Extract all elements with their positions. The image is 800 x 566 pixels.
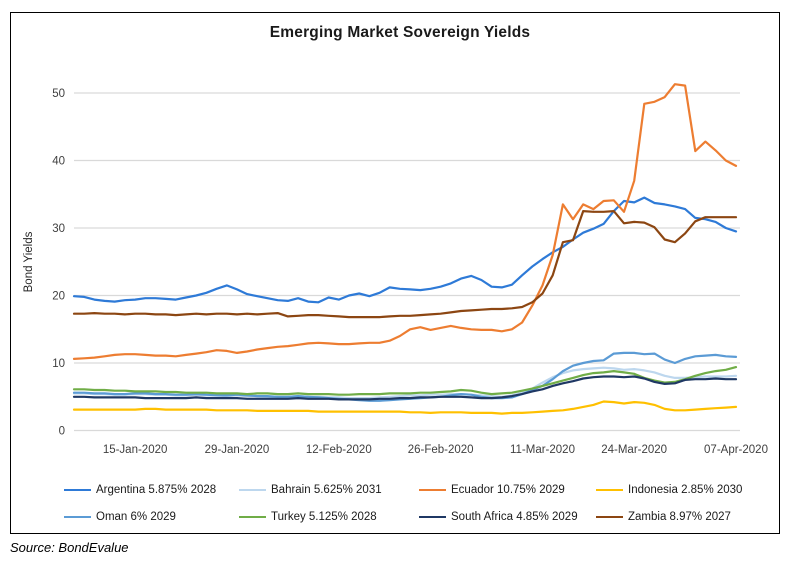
legend-swatch [419,516,446,518]
series-line-argentina [72,196,738,304]
legend-label: Turkey 5.125% 2028 [271,511,377,523]
x-tick-label: 29-Jan-2020 [205,444,270,456]
y-axis-title: Bond Yields [23,231,35,292]
x-tick-label: 12-Feb-2020 [306,444,372,456]
series-line-indonesia [72,400,738,415]
y-tick-label: 50 [52,88,65,100]
legend-swatch [596,489,623,491]
legend-item-zambia: Zambia 8.97% 2027 [596,510,731,524]
legend-item-oman: Oman 6% 2029 [64,510,176,524]
y-tick-label: 40 [52,156,65,168]
legend-swatch [596,516,623,518]
y-tick-label: 30 [52,223,65,235]
series-line-turkey [72,366,738,396]
legend-item-ecuador: Ecuador 10.75% 2029 [419,483,565,497]
x-tick-label: 07-Apr-2020 [704,444,768,456]
legend-swatch [64,516,91,518]
legend-swatch [239,516,266,518]
legend-item-indonesia: Indonesia 2.85% 2030 [596,483,742,497]
legend-label: Indonesia 2.85% 2030 [628,484,743,496]
legend-item-bahrain: Bahrain 5.625% 2031 [239,483,382,497]
series-line-south [72,375,738,401]
source-caption: Source: BondEvalue [10,540,129,555]
legend-label: Oman 6% 2029 [96,511,176,523]
x-tick-label: 15-Jan-2020 [103,444,168,456]
legend-swatch [64,489,91,491]
legend-swatch [239,489,266,491]
legend-label: Zambia 8.97% 2027 [628,511,731,523]
x-tick-label: 26-Feb-2020 [408,444,474,456]
series-line-zambia [72,210,738,319]
x-tick-label: 24-Mar-2020 [601,444,667,456]
legend-label: Bahrain 5.625% 2031 [271,484,382,496]
chart-frame [10,12,780,534]
y-tick-label: 0 [59,426,65,438]
legend-label: Ecuador 10.75% 2029 [451,484,565,496]
x-tick-label: 11-Mar-2020 [510,444,575,456]
y-tick-label: 20 [52,291,65,303]
legend-label: South Africa 4.85% 2029 [451,511,578,523]
legend-label: Argentina 5.875% 2028 [96,484,217,496]
chart-title: Emerging Market Sovereign Yields [269,24,531,41]
legend-swatch [419,489,446,491]
series-line-ecuador [72,83,738,360]
legend-item-south: South Africa 4.85% 2029 [419,510,578,524]
y-tick-label: 10 [52,358,65,370]
legend-item-turkey: Turkey 5.125% 2028 [239,510,377,524]
legend-item-argentina: Argentina 5.875% 2028 [64,483,216,497]
